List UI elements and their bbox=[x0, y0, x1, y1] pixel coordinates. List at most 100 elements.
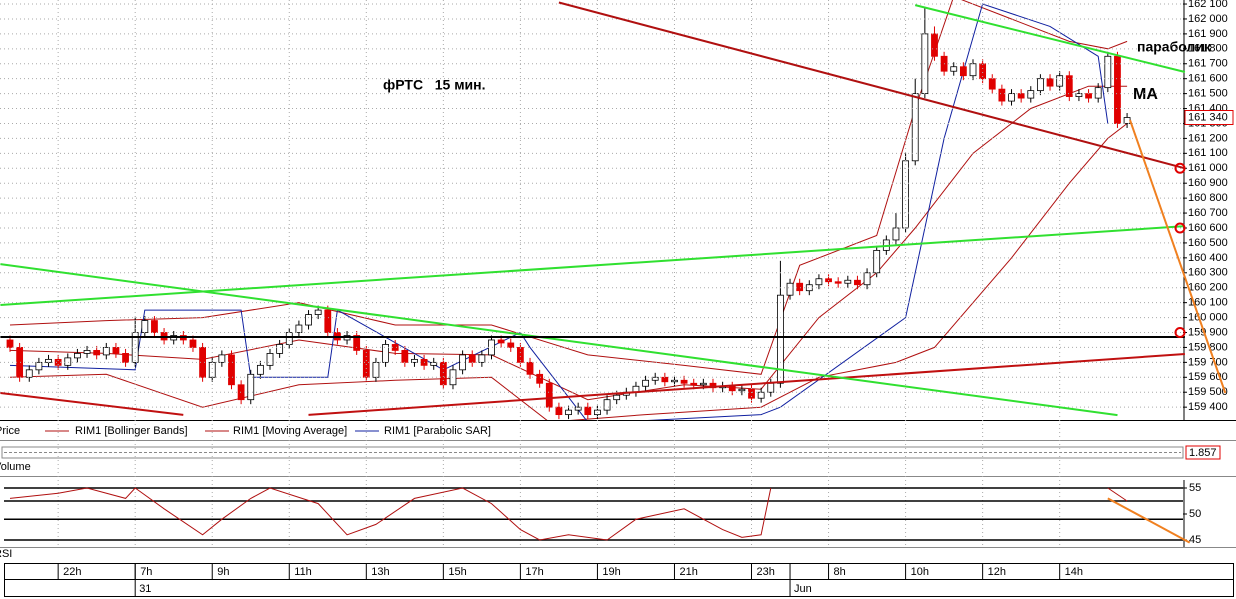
candle-body bbox=[959, 66, 967, 77]
y-tick-label: 159 400 bbox=[1188, 401, 1228, 413]
y-tick-label: 161 900 bbox=[1188, 28, 1228, 40]
y-tick-label: 162 100 bbox=[1188, 0, 1228, 10]
candle-body bbox=[305, 314, 312, 326]
candle-body bbox=[777, 294, 784, 384]
candle-body bbox=[699, 382, 707, 386]
rsi-tick-label: 45 bbox=[1189, 534, 1201, 546]
candle-body bbox=[141, 320, 149, 333]
candle-body bbox=[497, 339, 505, 344]
candle-body bbox=[83, 350, 91, 354]
candle-body bbox=[218, 354, 226, 363]
x-tick-label: 15h bbox=[448, 566, 466, 578]
candle-body bbox=[1027, 90, 1035, 99]
candle-body bbox=[979, 63, 987, 80]
candle-body bbox=[584, 406, 592, 416]
rsi-trend-line bbox=[1107, 497, 1191, 544]
candle-body bbox=[651, 376, 659, 381]
indicator-line bbox=[9, 3, 1109, 420]
candle-body bbox=[285, 332, 293, 345]
candle-body bbox=[25, 369, 33, 378]
trend-line bbox=[308, 353, 1185, 416]
x-tick-label: 13h bbox=[371, 566, 389, 578]
candle-body bbox=[247, 373, 255, 401]
candle-body bbox=[545, 382, 553, 408]
candle-body bbox=[276, 344, 284, 354]
candle-body bbox=[468, 354, 476, 363]
y-tick-label: 160 700 bbox=[1188, 207, 1228, 219]
x-tick-label: 14h bbox=[1065, 566, 1083, 578]
candle-body bbox=[1046, 78, 1054, 87]
candle-body bbox=[256, 364, 264, 375]
y-tick-label: 160 400 bbox=[1188, 252, 1228, 264]
candle-body bbox=[728, 385, 736, 392]
volume-value: 1.857 bbox=[1189, 447, 1217, 459]
date-label: 31 bbox=[139, 583, 151, 595]
trend-line bbox=[558, 1, 1186, 170]
current-price-box bbox=[1184, 110, 1234, 126]
candle-body bbox=[642, 379, 649, 387]
current-price-label: 161 340 bbox=[1188, 111, 1228, 123]
candle-body bbox=[574, 406, 582, 411]
y-tick-label: 159 800 bbox=[1188, 341, 1228, 353]
y-tick-label: 159 500 bbox=[1188, 386, 1228, 398]
candle-body bbox=[1017, 93, 1025, 99]
candle-body bbox=[738, 388, 746, 392]
candle-body bbox=[382, 344, 389, 363]
y-tick-label: 162 000 bbox=[1188, 13, 1228, 25]
candle-body bbox=[767, 382, 775, 393]
candle-body bbox=[815, 278, 823, 286]
candle-body bbox=[969, 63, 977, 77]
y-tick-label: 160 800 bbox=[1188, 192, 1228, 204]
candle-body bbox=[488, 339, 495, 356]
candle-body bbox=[102, 347, 110, 356]
trend-line bbox=[914, 4, 1186, 73]
candle-body bbox=[411, 358, 418, 363]
candle-body bbox=[478, 354, 486, 363]
x-tick-label: 11h bbox=[294, 566, 312, 578]
candle-body bbox=[661, 376, 669, 383]
x-tick-label: 23h bbox=[757, 566, 775, 578]
x-tick-label: 19h bbox=[602, 566, 620, 578]
candle-body bbox=[372, 361, 380, 378]
x-tick-label: 7h bbox=[140, 566, 152, 578]
x-tick-label: 21h bbox=[679, 566, 697, 578]
note: MA bbox=[1133, 86, 1158, 103]
y-tick-label: 161 000 bbox=[1188, 162, 1228, 174]
candle-body bbox=[892, 227, 900, 241]
trend-line bbox=[1129, 119, 1227, 394]
y-tick-label: 161 600 bbox=[1188, 73, 1228, 85]
candle-body bbox=[526, 361, 534, 375]
candle-body bbox=[54, 358, 62, 366]
candle-body bbox=[430, 361, 438, 366]
candle-body bbox=[805, 284, 813, 292]
candle-body bbox=[151, 320, 158, 333]
candle-body bbox=[536, 373, 544, 384]
candle-body bbox=[786, 282, 794, 296]
candle-body bbox=[854, 279, 861, 286]
candle-body bbox=[1008, 93, 1015, 102]
y-tick-label: 160 600 bbox=[1188, 222, 1228, 234]
y-tick-label: 161 500 bbox=[1188, 88, 1228, 100]
candle-body bbox=[1114, 55, 1121, 124]
rsi-tick-label: 55 bbox=[1189, 482, 1201, 494]
x-tick-label: 22h bbox=[63, 566, 81, 578]
candle-body bbox=[748, 388, 755, 399]
volume-label: Volume bbox=[0, 461, 31, 473]
candle-body bbox=[507, 342, 515, 348]
legend-label: RIM1 [Parabolic SAR] bbox=[384, 425, 491, 437]
candle-body bbox=[555, 406, 563, 416]
candle-body bbox=[401, 350, 409, 363]
candle-body bbox=[873, 249, 881, 274]
candle-body bbox=[391, 344, 399, 351]
y-tick-label: 160 000 bbox=[1188, 311, 1228, 323]
rsi-tick-label: 50 bbox=[1189, 508, 1201, 520]
date-label: Jun bbox=[794, 583, 812, 595]
y-tick-label: 161 200 bbox=[1188, 132, 1228, 144]
candle-body bbox=[613, 394, 621, 401]
candle-body bbox=[565, 409, 572, 416]
candle-body bbox=[1094, 87, 1102, 99]
trend-line bbox=[0, 225, 1185, 306]
y-tick-label: 159 700 bbox=[1188, 356, 1228, 368]
